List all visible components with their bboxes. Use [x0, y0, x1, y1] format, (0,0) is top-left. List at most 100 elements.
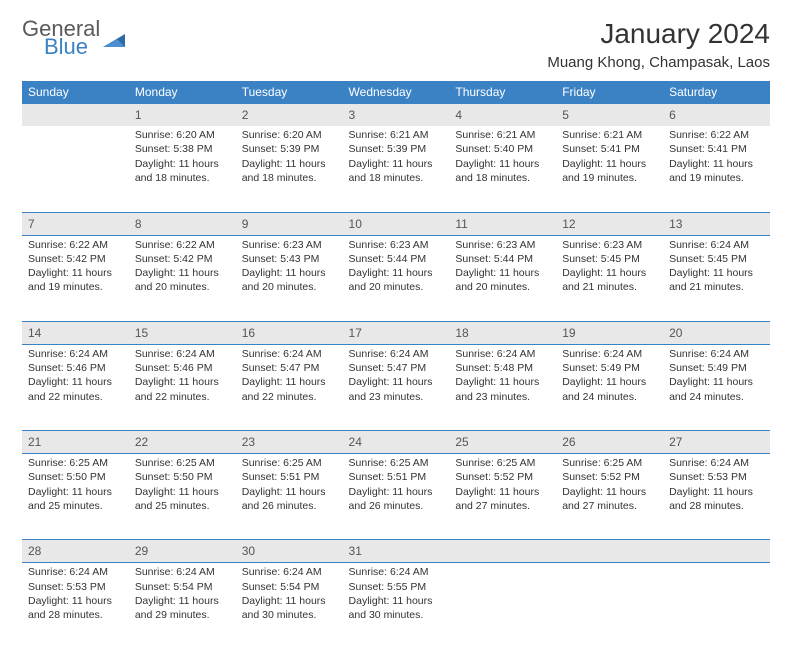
daynum-row: 28293031 — [22, 540, 770, 563]
day-number-cell: 24 — [343, 431, 450, 454]
daylight-line: Daylight: 11 hours and 18 minutes. — [135, 157, 230, 185]
sunset-line: Sunset: 5:44 PM — [349, 252, 444, 266]
sunrise-line: Sunrise: 6:23 AM — [242, 238, 337, 252]
sunrise-line: Sunrise: 6:24 AM — [669, 347, 764, 361]
day-number-cell: 1 — [129, 104, 236, 127]
day-number-cell: 2 — [236, 104, 343, 127]
sunrise-line: Sunrise: 6:24 AM — [135, 565, 230, 579]
day-cell: Sunrise: 6:20 AMSunset: 5:39 PMDaylight:… — [236, 126, 343, 212]
day-cell: Sunrise: 6:25 AMSunset: 5:52 PMDaylight:… — [449, 454, 556, 540]
daylight-line: Daylight: 11 hours and 18 minutes. — [349, 157, 444, 185]
day-number-cell: 21 — [22, 431, 129, 454]
weekday-header: Friday — [556, 81, 663, 104]
logo-line2: Blue — [44, 36, 100, 58]
sunset-line: Sunset: 5:39 PM — [349, 142, 444, 156]
location-text: Muang Khong, Champasak, Laos — [547, 54, 770, 71]
daylight-line: Daylight: 11 hours and 18 minutes. — [242, 157, 337, 185]
sunset-line: Sunset: 5:41 PM — [562, 142, 657, 156]
day-cell: Sunrise: 6:24 AMSunset: 5:55 PMDaylight:… — [343, 563, 450, 649]
daylight-line: Daylight: 11 hours and 20 minutes. — [135, 266, 230, 294]
sunset-line: Sunset: 5:53 PM — [669, 470, 764, 484]
daylight-line: Daylight: 11 hours and 27 minutes. — [455, 485, 550, 513]
sunrise-line: Sunrise: 6:22 AM — [28, 238, 123, 252]
day-number-cell: 25 — [449, 431, 556, 454]
day-cell: Sunrise: 6:24 AMSunset: 5:47 PMDaylight:… — [343, 345, 450, 431]
day-cell: Sunrise: 6:24 AMSunset: 5:45 PMDaylight:… — [663, 235, 770, 321]
daylight-line: Daylight: 11 hours and 22 minutes. — [135, 375, 230, 403]
day-number-cell: 13 — [663, 212, 770, 235]
sunrise-line: Sunrise: 6:24 AM — [562, 347, 657, 361]
daylight-line: Daylight: 11 hours and 29 minutes. — [135, 594, 230, 622]
sunset-line: Sunset: 5:47 PM — [349, 361, 444, 375]
sunrise-line: Sunrise: 6:24 AM — [669, 456, 764, 470]
day-cell: Sunrise: 6:25 AMSunset: 5:52 PMDaylight:… — [556, 454, 663, 540]
daylight-line: Daylight: 11 hours and 19 minutes. — [562, 157, 657, 185]
day-number-cell: 8 — [129, 212, 236, 235]
day-cell: Sunrise: 6:23 AMSunset: 5:45 PMDaylight:… — [556, 235, 663, 321]
sunset-line: Sunset: 5:40 PM — [455, 142, 550, 156]
sunset-line: Sunset: 5:54 PM — [242, 580, 337, 594]
sunrise-line: Sunrise: 6:24 AM — [28, 565, 123, 579]
day-number-cell: 16 — [236, 321, 343, 344]
daynum-row: 21222324252627 — [22, 431, 770, 454]
sunrise-line: Sunrise: 6:25 AM — [455, 456, 550, 470]
sunrise-line: Sunrise: 6:21 AM — [562, 128, 657, 142]
day-cell: Sunrise: 6:25 AMSunset: 5:51 PMDaylight:… — [236, 454, 343, 540]
daylight-line: Daylight: 11 hours and 21 minutes. — [562, 266, 657, 294]
daylight-line: Daylight: 11 hours and 28 minutes. — [28, 594, 123, 622]
sunrise-line: Sunrise: 6:24 AM — [669, 238, 764, 252]
daylight-line: Daylight: 11 hours and 30 minutes. — [349, 594, 444, 622]
day-cell: Sunrise: 6:22 AMSunset: 5:41 PMDaylight:… — [663, 126, 770, 212]
day-cell: Sunrise: 6:24 AMSunset: 5:54 PMDaylight:… — [129, 563, 236, 649]
sunrise-line: Sunrise: 6:25 AM — [562, 456, 657, 470]
daylight-line: Daylight: 11 hours and 25 minutes. — [135, 485, 230, 513]
day-cell: Sunrise: 6:25 AMSunset: 5:51 PMDaylight:… — [343, 454, 450, 540]
day-cell: Sunrise: 6:21 AMSunset: 5:39 PMDaylight:… — [343, 126, 450, 212]
day-cell: Sunrise: 6:24 AMSunset: 5:47 PMDaylight:… — [236, 345, 343, 431]
day-number-cell: 28 — [22, 540, 129, 563]
day-number-cell: 30 — [236, 540, 343, 563]
daylight-line: Daylight: 11 hours and 19 minutes. — [669, 157, 764, 185]
week-row: Sunrise: 6:22 AMSunset: 5:42 PMDaylight:… — [22, 235, 770, 321]
sunrise-line: Sunrise: 6:24 AM — [28, 347, 123, 361]
daylight-line: Daylight: 11 hours and 20 minutes. — [242, 266, 337, 294]
day-cell: Sunrise: 6:23 AMSunset: 5:43 PMDaylight:… — [236, 235, 343, 321]
sunset-line: Sunset: 5:53 PM — [28, 580, 123, 594]
daylight-line: Daylight: 11 hours and 20 minutes. — [455, 266, 550, 294]
day-cell — [556, 563, 663, 649]
day-number-cell: 4 — [449, 104, 556, 127]
sunset-line: Sunset: 5:54 PM — [135, 580, 230, 594]
day-number-cell: 7 — [22, 212, 129, 235]
daylight-line: Daylight: 11 hours and 22 minutes. — [242, 375, 337, 403]
day-cell: Sunrise: 6:24 AMSunset: 5:53 PMDaylight:… — [663, 454, 770, 540]
day-number-cell: 6 — [663, 104, 770, 127]
daylight-line: Daylight: 11 hours and 19 minutes. — [28, 266, 123, 294]
sunset-line: Sunset: 5:55 PM — [349, 580, 444, 594]
week-row: Sunrise: 6:24 AMSunset: 5:46 PMDaylight:… — [22, 345, 770, 431]
day-cell: Sunrise: 6:24 AMSunset: 5:46 PMDaylight:… — [129, 345, 236, 431]
sunset-line: Sunset: 5:49 PM — [562, 361, 657, 375]
daylight-line: Daylight: 11 hours and 30 minutes. — [242, 594, 337, 622]
day-cell: Sunrise: 6:24 AMSunset: 5:49 PMDaylight:… — [556, 345, 663, 431]
daylight-line: Daylight: 11 hours and 25 minutes. — [28, 485, 123, 513]
sunset-line: Sunset: 5:42 PM — [135, 252, 230, 266]
sunset-line: Sunset: 5:52 PM — [562, 470, 657, 484]
day-number-cell — [556, 540, 663, 563]
title-block: January 2024 Muang Khong, Champasak, Lao… — [547, 18, 770, 71]
day-cell: Sunrise: 6:24 AMSunset: 5:53 PMDaylight:… — [22, 563, 129, 649]
day-cell: Sunrise: 6:23 AMSunset: 5:44 PMDaylight:… — [343, 235, 450, 321]
logo-triangle-icon — [103, 30, 129, 48]
sunset-line: Sunset: 5:47 PM — [242, 361, 337, 375]
sunset-line: Sunset: 5:46 PM — [28, 361, 123, 375]
daylight-line: Daylight: 11 hours and 26 minutes. — [242, 485, 337, 513]
week-row: Sunrise: 6:24 AMSunset: 5:53 PMDaylight:… — [22, 563, 770, 649]
daylight-line: Daylight: 11 hours and 23 minutes. — [455, 375, 550, 403]
day-cell: Sunrise: 6:21 AMSunset: 5:41 PMDaylight:… — [556, 126, 663, 212]
weekday-header: Sunday — [22, 81, 129, 104]
day-cell — [663, 563, 770, 649]
sunrise-line: Sunrise: 6:24 AM — [349, 565, 444, 579]
day-number-cell: 29 — [129, 540, 236, 563]
day-number-cell: 12 — [556, 212, 663, 235]
sunset-line: Sunset: 5:45 PM — [562, 252, 657, 266]
day-number-cell: 26 — [556, 431, 663, 454]
